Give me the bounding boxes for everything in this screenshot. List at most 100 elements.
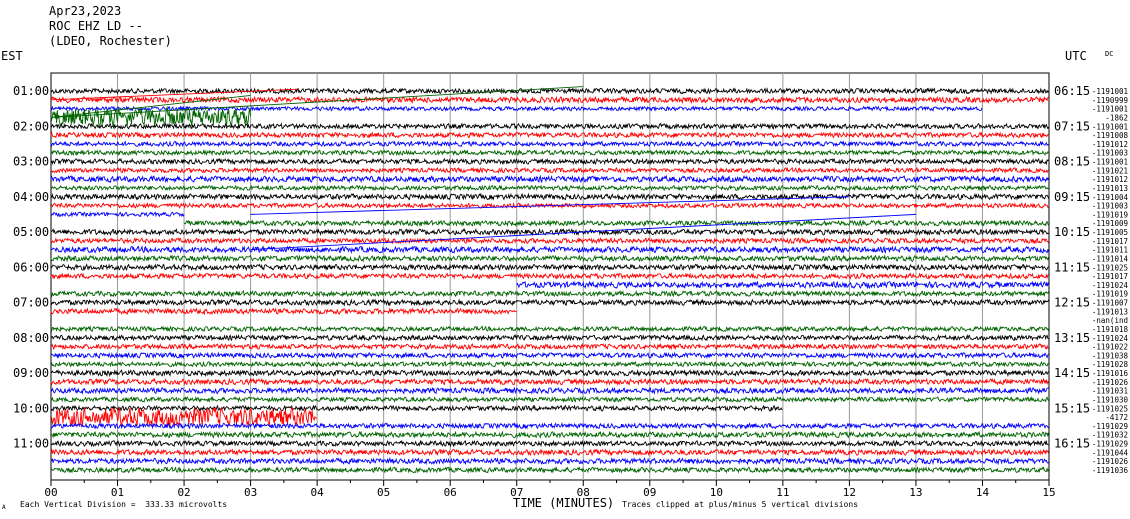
dc-offset-label: -1191026 [1092,378,1129,387]
dc-offset-label: -1191024 [1092,334,1129,343]
trace-offset-line [250,196,850,215]
seismic-trace [50,333,1049,342]
seismic-trace [50,87,1049,95]
seismic-trace [516,280,1050,290]
x-tick-label: 09 [643,486,656,499]
est-time-label: 10:00 [13,401,49,415]
x-tick-label: 04 [311,486,325,499]
est-time-label: 08:00 [13,331,49,345]
utc-time-label: 16:15 [1054,437,1090,451]
dc-label: DC [1105,50,1114,58]
est-label: EST [1,49,23,63]
est-time-label: 06:00 [13,260,49,274]
est-time-label: 11:00 [13,437,49,451]
seismic-trace [50,166,1049,174]
utc-time-label: 07:15 [1054,119,1090,133]
seismic-trace [50,448,1049,457]
est-time-label: 04:00 [13,190,49,204]
dc-offset-label: -1191007 [1092,299,1128,308]
dc-offset-label: -1191026 [1092,457,1129,466]
trace-offset-line [50,94,251,118]
trace-offset-line [50,86,584,118]
seismic-trace [50,404,783,413]
utc-time-label: 06:15 [1054,84,1090,98]
utc-time-label: 12:15 [1054,296,1090,310]
dc-offset-label: -1191001 [1092,105,1128,114]
trace-offset-line [50,88,298,101]
seismic-trace [50,263,1049,272]
seismic-trace [50,430,1049,439]
dc-offset-label: -1191014 [1092,254,1129,263]
record-date: Apr23,2023 [49,4,122,18]
seismic-trace [50,368,1049,378]
x-tick-label: 06 [444,486,457,499]
dc-offset-label: -1191008 [1092,131,1129,140]
dc-offset-label: -1191017 [1092,237,1128,246]
station-id: ROC EHZ LD -- [49,19,143,33]
seismic-trace [50,351,1049,360]
est-time-label: 09:00 [13,366,49,380]
footer-clip: Traces clipped at plus/minus 5 vertical … [622,500,859,509]
dc-offset-label: -1190999 [1092,96,1128,105]
seismic-trace [50,211,185,218]
utc-time-label: 13:15 [1054,331,1090,345]
dc-offset-label: -1191025 [1092,263,1128,272]
dc-offset-label: -1191012 [1092,140,1128,149]
utc-time-label: 15:15 [1054,401,1090,415]
utc-label: UTC [1065,49,1087,63]
x-tick-label: 05 [377,486,390,499]
trace-offset-line [250,213,916,251]
x-tick-label: 07 [510,486,523,499]
dc-offset-label: -1191005 [1092,228,1128,237]
dc-offset-label: -1191030 [1092,395,1129,404]
dc-offset-label: -1191025 [1092,404,1128,413]
seismic-trace [50,254,1049,263]
x-axis-title: TIME (MINUTES) [513,496,615,510]
dc-offset-label: -1191029 [1092,422,1128,431]
seismic-trace [50,192,1049,201]
seismic-trace [50,140,1049,148]
dc-offset-label: -1191011 [1092,246,1128,255]
x-tick-label: 11 [776,486,789,499]
seismic-trace [50,184,1049,192]
x-tick-label: 00 [44,486,57,499]
dc-offset-label: -1191028 [1092,360,1129,369]
dc-offset-label: -1191017 [1092,272,1128,281]
dc-offset-label: -1191009 [1092,219,1128,228]
seismic-trace [50,227,1049,237]
seismic-trace [50,377,1049,386]
est-time-label: 01:00 [13,84,49,98]
x-tick-label: 08 [577,486,590,499]
utc-time-label: 14:15 [1054,366,1090,380]
dc-offset-label: -1862 [1105,113,1128,122]
dc-offset-label: -1191004 [1092,193,1129,202]
utc-time-label: 08:15 [1054,155,1090,169]
seismic-trace [50,236,1049,245]
dc-offset-label: -1191013 [1092,307,1128,316]
seismic-trace [50,122,1049,131]
seismic-trace [50,105,251,130]
footer-mark: A [2,504,6,511]
seismic-trace [50,342,1049,351]
seismic-trace [50,325,1049,333]
dc-offset-label: -1191021 [1092,166,1128,175]
est-time-label: 05:00 [13,225,49,239]
x-tick-label: 03 [244,486,257,499]
utc-time-label: 10:15 [1054,225,1090,239]
seismic-trace [50,439,1049,448]
dc-offset-label: -1191001 [1092,87,1128,96]
dc-offset-label: -1191001 [1092,122,1128,131]
dc-offset-label: -1191019 [1092,290,1128,299]
footer-scale: Each Vertical Division = 333.33 microvol… [20,500,228,509]
dc-offset-label: -1191012 [1092,175,1128,184]
dc-offset-label: -nan(ind [1092,316,1128,325]
seismic-trace [50,406,318,427]
dc-offset-label: -1191022 [1092,343,1128,352]
est-time-label: 03:00 [13,155,49,169]
x-tick-label: 14 [976,486,990,499]
utc-time-label: 09:15 [1054,190,1090,204]
seismic-trace [50,95,1049,105]
x-tick-label: 15 [1042,486,1055,499]
seismic-trace [50,421,1049,430]
